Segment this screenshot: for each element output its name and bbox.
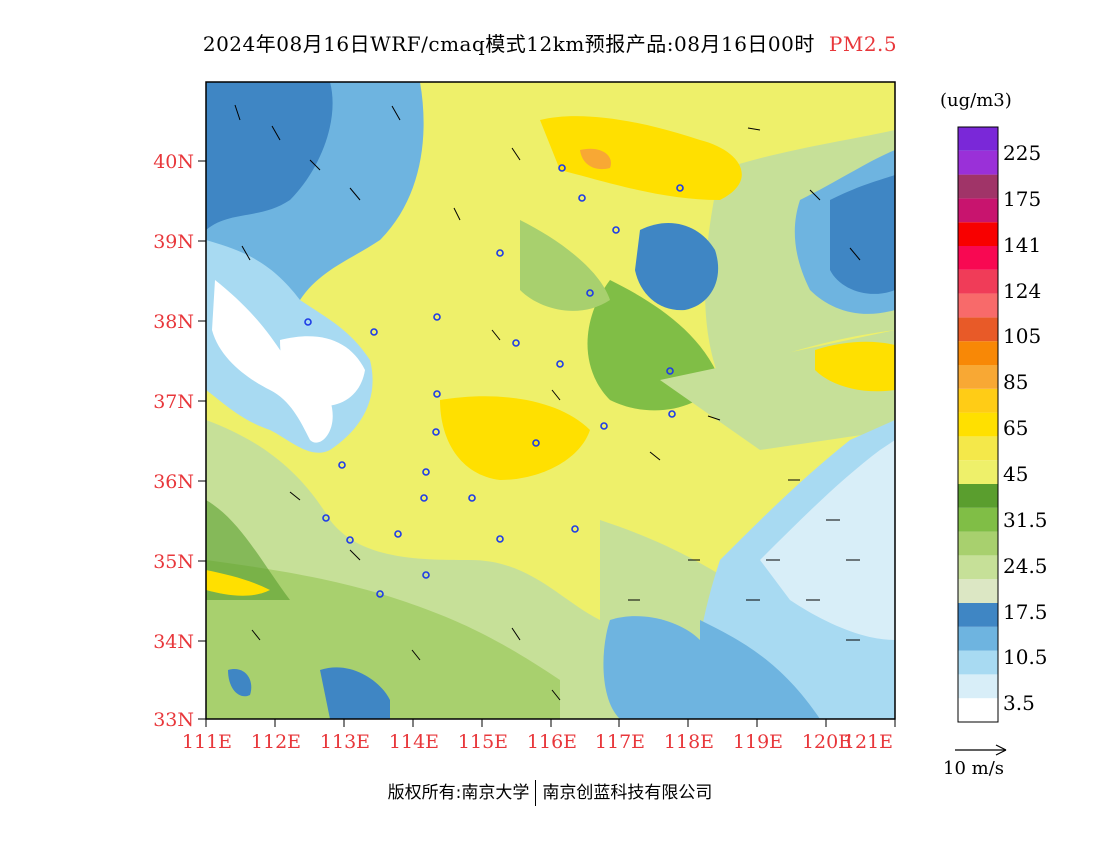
legend-swatch: [958, 436, 998, 461]
lon-label: 115E: [458, 731, 508, 753]
lon-label: 113E: [320, 731, 370, 753]
legend-label: 141: [1003, 233, 1042, 257]
legend-label: 105: [1003, 324, 1042, 348]
lat-label: 39N: [153, 231, 194, 253]
legend-swatch: [958, 674, 998, 699]
legend-label: 31.5: [1003, 508, 1048, 532]
legend-swatch: [958, 412, 998, 437]
copyright-left: 版权所有:南京大学: [387, 783, 530, 803]
legend-swatch: [958, 650, 998, 675]
lat-label: 36N: [153, 471, 194, 493]
legend-swatch: [958, 269, 998, 294]
legend-label: 85: [1003, 370, 1029, 394]
lon-axis: [205, 719, 896, 727]
lat-label: 33N: [153, 709, 194, 731]
legend-swatch: [958, 365, 998, 389]
legend-unit: (ug/m3): [940, 90, 1012, 111]
lon-label: 116E: [527, 731, 577, 753]
legend-swatch: [958, 388, 998, 413]
legend-label: 17.5: [1003, 600, 1048, 624]
legend-swatch: [958, 698, 998, 722]
legend-swatch: [958, 341, 998, 365]
legend-swatch: [958, 507, 998, 532]
legend-swatch: [958, 198, 998, 223]
city-markers: [304, 164, 684, 598]
legend-swatch: [958, 246, 998, 270]
lat-label: 38N: [153, 311, 194, 333]
legend-label: 10.5: [1003, 645, 1048, 669]
legend-swatch: [958, 531, 998, 556]
lon-label: 114E: [389, 731, 439, 753]
legend-swatch: [958, 484, 998, 508]
legend-label: 65: [1003, 416, 1029, 440]
lon-label: 112E: [251, 731, 301, 753]
lon-label: 111E: [182, 731, 232, 753]
lat-label: 35N: [153, 551, 194, 573]
color-legend-bar: [957, 126, 999, 723]
legend-label: 175: [1003, 187, 1042, 211]
legend-swatch: [958, 174, 998, 199]
legend-swatch: [958, 579, 998, 603]
legend-label: 124: [1003, 279, 1042, 303]
legend-frame: [957, 126, 999, 723]
lat-label: 40N: [153, 151, 194, 173]
lon-label: 120E: [802, 731, 852, 753]
copyright-footer: 版权所有:南京大学 南京创蓝科技有限公司: [0, 778, 1100, 806]
legend-label: 225: [1003, 141, 1042, 165]
lon-label: 119E: [733, 731, 783, 753]
pollutant-label: PM2.5: [828, 32, 898, 56]
copyright-right: 南京创蓝科技有限公司: [542, 783, 713, 803]
legend-swatch: [958, 293, 998, 318]
legend-swatch: [958, 460, 998, 484]
footer-divider: [535, 780, 537, 806]
lon-label: 121E: [843, 731, 893, 753]
legend-swatch: [958, 626, 998, 651]
lat-axis: [198, 160, 206, 720]
lon-labels: 111E 112E 113E 114E 115E 116E 117E 118E …: [182, 731, 893, 753]
lat-label: 37N: [153, 391, 194, 413]
lon-label: 118E: [664, 731, 714, 753]
lat-labels: 40N 39N 38N 37N 36N 35N 34N 33N: [153, 151, 194, 731]
legend-swatch: [958, 222, 998, 246]
legend-label: 3.5: [1003, 691, 1035, 715]
legend-swatch: [958, 603, 998, 627]
legend-swatch: [958, 127, 998, 151]
lat-label: 34N: [153, 631, 194, 653]
legend-label: 24.5: [1003, 554, 1048, 578]
title-text: 2024年08月16日WRF/cmaq模式12km预报产品:08月16日00时: [202, 32, 815, 56]
wind-reference-arrow: [955, 744, 1007, 756]
chart-title: 2024年08月16日WRF/cmaq模式12km预报产品:08月16日00时 P…: [0, 28, 1100, 57]
legend-swatch: [958, 150, 998, 175]
lon-label: 117E: [595, 731, 645, 753]
legend-label: 45: [1003, 462, 1029, 486]
wind-reference-label: 10 m/s: [943, 758, 1004, 779]
wind-vectors: [234, 104, 861, 701]
legend-swatch: [958, 555, 998, 580]
pm25-field: [206, 82, 895, 719]
legend-swatch: [958, 317, 998, 342]
